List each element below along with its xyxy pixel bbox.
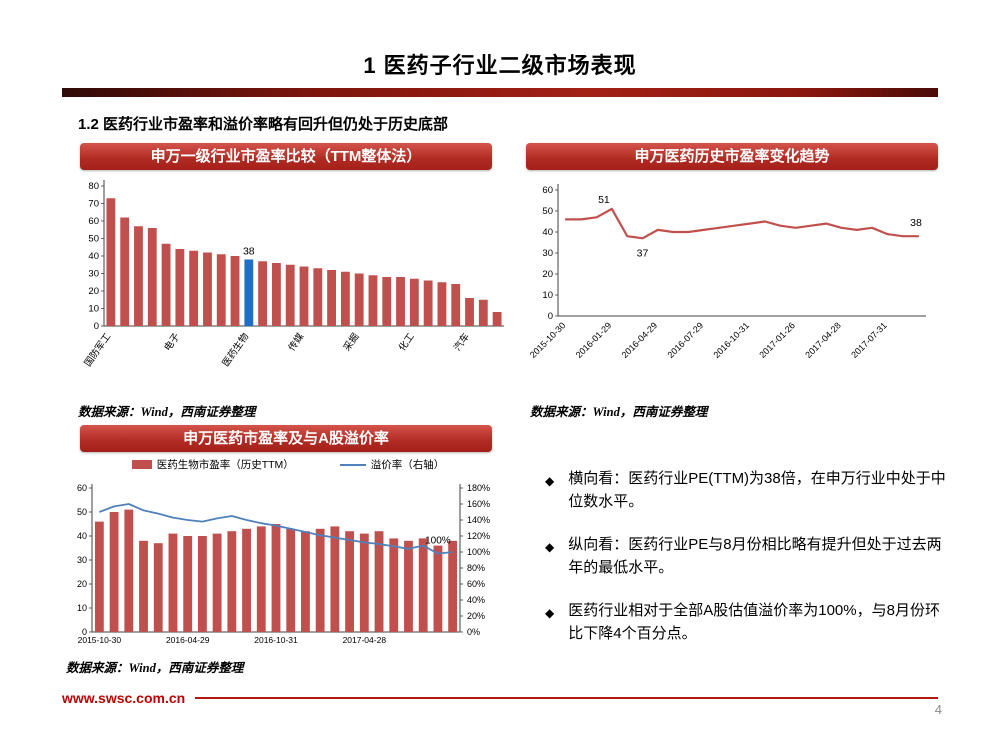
legend-line-label: 溢价率（右轴） xyxy=(370,459,445,471)
svg-text:38: 38 xyxy=(910,217,922,229)
chart3-title-banner: 申万医药市盈率及与A股溢价率 xyxy=(80,425,492,452)
svg-text:0%: 0% xyxy=(467,627,480,637)
svg-text:2016-04-29: 2016-04-29 xyxy=(166,635,210,645)
svg-text:0: 0 xyxy=(548,311,553,322)
key-points: ◆ 横向看：医药行业PE(TTM)为38倍，在申万行业中处于中位数水平。 ◆ 纵… xyxy=(545,468,947,666)
bullet-text-3: 医药行业相对于全部A股估值溢价率为100%，与8月份环比下降4个百分点。 xyxy=(568,602,940,642)
svg-text:2015-10-30: 2015-10-30 xyxy=(78,635,122,645)
svg-text:2017-04-28: 2017-04-28 xyxy=(803,320,843,360)
svg-text:100%: 100% xyxy=(467,547,490,557)
svg-text:电子: 电子 xyxy=(162,330,183,353)
footer: www.swsc.com.cn xyxy=(62,690,938,706)
chart1-title-banner: 申万一级行业市盈率比较（TTM整体法） xyxy=(80,143,492,170)
svg-text:30: 30 xyxy=(88,269,99,280)
panel-industry-pe: 申万一级行业市盈率比较（TTM整体法） 0 10 20 30 40 50 60 70 80 38 国… xyxy=(78,143,510,420)
bullet-item-1: ◆ 横向看：医药行业PE(TTM)为38倍，在申万行业中处于中位数水平。 xyxy=(545,468,947,513)
svg-text:140%: 140% xyxy=(467,515,490,525)
svg-text:20: 20 xyxy=(88,286,99,297)
footer-rule xyxy=(195,697,938,699)
chart3-source-note: 数据来源：Wind，西南证券整理 xyxy=(66,661,244,675)
svg-text:2015-10-30: 2015-10-30 xyxy=(528,320,568,360)
legend-item-pe: 医药生物市盈率（历史TTM） xyxy=(131,457,294,472)
svg-text:60: 60 xyxy=(77,483,87,493)
svg-text:2016-10-31: 2016-10-31 xyxy=(254,635,298,645)
svg-text:医药生物: 医药生物 xyxy=(220,330,252,368)
title-rule xyxy=(62,88,938,97)
pe-trend-line-chart: 0 10 20 30 40 50 60 2015-10-30 2016-01-29 2016-04… xyxy=(528,184,926,360)
svg-text:100%: 100% xyxy=(425,536,451,547)
svg-text:30: 30 xyxy=(77,555,87,565)
legend-bar-swatch-icon xyxy=(131,460,152,469)
chart2-title-banner: 申万医药历史市盈率变化趋势 xyxy=(526,143,938,170)
svg-text:2017-04-28: 2017-04-28 xyxy=(343,635,387,645)
panel-pe-trend: 申万医药历史市盈率变化趋势 0 10 20 30 40 50 60 2015-10-30 201… xyxy=(524,143,940,420)
diamond-bullet-icon: ◆ xyxy=(545,540,555,554)
legend-bar-label: 医药生物市盈率（历史TTM） xyxy=(156,459,294,471)
svg-text:10: 10 xyxy=(542,290,553,301)
svg-text:37: 37 xyxy=(637,247,649,259)
svg-text:180%: 180% xyxy=(467,483,490,493)
legend-item-premium: 溢价率（右轴） xyxy=(339,457,445,472)
page-title: 1 医药子行业二级市场表现 xyxy=(363,53,637,78)
svg-text:国防军工: 国防军工 xyxy=(82,330,114,368)
svg-text:40: 40 xyxy=(542,227,553,238)
svg-text:20%: 20% xyxy=(467,611,485,621)
svg-text:2016-01-29: 2016-01-29 xyxy=(574,320,614,360)
bullet-item-3: ◆ 医药行业相对于全部A股估值溢价率为100%，与8月份环比下降4个百分点。 xyxy=(545,600,947,645)
page-number: 4 xyxy=(934,702,942,717)
svg-text:20: 20 xyxy=(77,579,87,589)
legend-line-swatch-icon xyxy=(339,463,366,466)
svg-text:2016-10-31: 2016-10-31 xyxy=(711,320,751,360)
svg-text:40%: 40% xyxy=(467,595,485,605)
svg-text:60: 60 xyxy=(542,185,553,196)
svg-text:10: 10 xyxy=(88,304,99,315)
diamond-bullet-icon: ◆ xyxy=(545,474,555,488)
svg-text:40: 40 xyxy=(88,251,99,262)
svg-text:50: 50 xyxy=(88,234,99,245)
svg-text:0: 0 xyxy=(82,627,87,637)
industry-pe-bar-chart: 0 10 20 30 40 50 60 70 80 38 国防军工 电子 医药生物 传媒 采掘 化工 汽车 xyxy=(82,180,504,369)
svg-text:传媒: 传媒 xyxy=(286,330,307,353)
footer-url[interactable]: www.swsc.com.cn xyxy=(62,690,186,706)
svg-text:120%: 120% xyxy=(467,531,490,541)
svg-text:60%: 60% xyxy=(467,579,485,589)
svg-text:51: 51 xyxy=(598,194,610,206)
svg-text:50: 50 xyxy=(77,507,87,517)
svg-text:160%: 160% xyxy=(467,499,490,509)
section-heading: 1.2 医药行业市盈率和溢价率略有回升但仍处于历史底部 xyxy=(78,116,449,133)
svg-text:采掘: 采掘 xyxy=(341,331,362,353)
svg-text:2016-04-29: 2016-04-29 xyxy=(620,320,660,360)
chart3-legend: 医药生物市盈率（历史TTM） 溢价率（右轴） xyxy=(62,457,514,472)
diamond-bullet-icon: ◆ xyxy=(545,606,555,620)
svg-text:10: 10 xyxy=(77,603,87,613)
svg-text:38: 38 xyxy=(243,246,255,258)
svg-text:20: 20 xyxy=(542,269,553,280)
chart2-source-note: 数据来源：Wind，西南证券整理 xyxy=(530,405,708,419)
panel-pe-premium: 申万医药市盈率及与A股溢价率 医药生物市盈率（历史TTM） 溢价率（右轴） 0 1… xyxy=(62,425,514,676)
chart1-source-note: 数据来源：Wind，西南证券整理 xyxy=(78,405,256,419)
svg-text:50: 50 xyxy=(542,206,553,217)
bullet-text-1: 横向看：医药行业PE(TTM)为38倍，在申万行业中处于中位数水平。 xyxy=(568,470,946,510)
svg-text:2017-07-31: 2017-07-31 xyxy=(849,320,889,360)
svg-text:2017-01-26: 2017-01-26 xyxy=(757,320,797,360)
svg-text:0: 0 xyxy=(94,321,99,332)
svg-text:汽车: 汽车 xyxy=(451,331,472,353)
svg-text:60: 60 xyxy=(88,216,99,227)
svg-text:80: 80 xyxy=(88,181,99,192)
bullet-text-2: 纵向看：医药行业PE与8月份相比略有提升但处于过去两年的最低水平。 xyxy=(568,536,942,576)
svg-text:80%: 80% xyxy=(467,563,485,573)
svg-text:化工: 化工 xyxy=(396,330,417,353)
svg-text:2016-07-29: 2016-07-29 xyxy=(666,320,706,360)
pe-premium-combo-chart: 0 10 20 30 40 50 60 0% 20% 40% 60% 80% 100% 120% 140% 1… xyxy=(77,483,490,645)
svg-text:30: 30 xyxy=(542,248,553,259)
svg-text:70: 70 xyxy=(88,199,99,210)
svg-text:40: 40 xyxy=(77,531,87,541)
bullet-item-2: ◆ 纵向看：医药行业PE与8月份相比略有提升但处于过去两年的最低水平。 xyxy=(545,534,947,579)
